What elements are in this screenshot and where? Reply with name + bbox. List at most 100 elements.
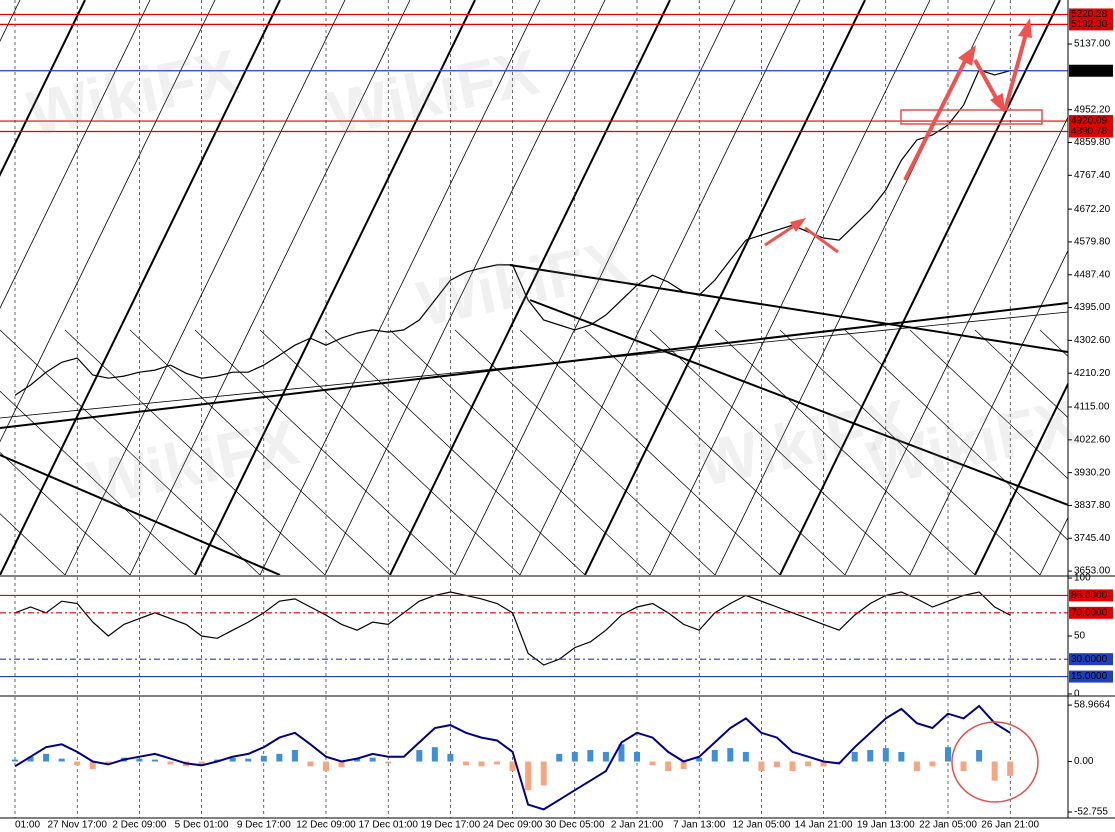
- histogram-bar: [898, 751, 905, 762]
- histogram-bar: [727, 748, 734, 762]
- trend-line: [0, 329, 261, 575]
- level-label-box: [1069, 115, 1113, 128]
- histogram-bar: [556, 753, 563, 762]
- histogram-bar: [431, 747, 438, 762]
- level-label-box: [1069, 670, 1113, 683]
- trend-line: [0, 513, 66, 575]
- trend-line: [519, 329, 781, 575]
- y-tick-label: 100: [1074, 573, 1091, 584]
- trend-line: [529, 299, 1068, 506]
- level-label-box: [1069, 8, 1113, 21]
- x-tick-label: 17 Dec 01:00: [358, 820, 418, 831]
- level-label: 5220.28: [1071, 9, 1108, 20]
- histogram-bar: [696, 757, 703, 762]
- y-tick-label: 5137.00: [1074, 39, 1111, 50]
- histogram-bar: [354, 758, 361, 762]
- y-tick-label: -52.755: [1074, 807, 1108, 818]
- histogram-bar: [89, 761, 96, 770]
- histogram-bar: [447, 753, 454, 762]
- trend-line: [0, 0, 281, 575]
- histogram-bar: [307, 761, 314, 767]
- histogram-bar: [198, 761, 205, 766]
- histogram-bar: [820, 761, 827, 767]
- y-tick-label: 50: [1074, 631, 1086, 642]
- histogram-bar: [587, 750, 594, 762]
- y-tick-label: 4210.20: [1074, 368, 1111, 379]
- x-tick-label: 30 Dec 05:00: [545, 820, 605, 831]
- y-tick-label: 4022.60: [1074, 434, 1111, 445]
- trend-line: [454, 329, 716, 575]
- histogram-bar: [525, 761, 532, 791]
- y-tick-label: 4859.80: [1074, 137, 1111, 148]
- level-label-box: [1069, 64, 1113, 77]
- y-tick-label: 0: [1074, 689, 1080, 700]
- trend-line: [0, 390, 196, 575]
- y-tick-label: 58.9664: [1074, 700, 1111, 711]
- trend-line: [509, 264, 1068, 353]
- histogram-bar: [43, 753, 50, 762]
- level-label: 5061.82: [1071, 65, 1108, 76]
- y-tick-label: 4672.20: [1074, 204, 1111, 215]
- trend-line: [0, 0, 151, 309]
- histogram-bar: [540, 761, 547, 786]
- level-label: 4920.09: [1071, 116, 1108, 127]
- x-tick-label: 24 Dec 09:00: [483, 820, 543, 831]
- x-tick-label: 26 Jan 21:00: [981, 820, 1039, 831]
- x-tick-label: 14 Jan 21:00: [795, 820, 853, 831]
- trend-line: [129, 329, 391, 575]
- histogram-bar: [136, 758, 143, 762]
- x-tick-label: 9 Dec 17:00: [237, 820, 291, 831]
- histogram-bar: [58, 758, 65, 762]
- x-tick-label: 27 Nov 17:00: [47, 820, 107, 831]
- histogram-bar: [27, 756, 34, 762]
- histogram-bar: [602, 751, 609, 762]
- level-label-box: [1069, 589, 1113, 602]
- histogram-bar: [416, 750, 423, 762]
- y-tick-label: 3930.20: [1074, 467, 1111, 478]
- x-tick-label: 2 Dec 09:00: [112, 820, 166, 831]
- x-tick-label: 7 Jan 13:00: [673, 820, 726, 831]
- trend-line: [324, 0, 606, 575]
- trend-line: [0, 454, 281, 575]
- level-label: 15.0000: [1071, 671, 1108, 682]
- trend-line: [129, 0, 411, 575]
- histogram-bar: [291, 750, 298, 762]
- zone-box: [900, 109, 1043, 125]
- trend-line: [259, 329, 521, 575]
- trend-line: [0, 452, 131, 575]
- histogram-bar: [494, 761, 501, 765]
- x-tick-label: 12 Dec 09:00: [296, 820, 356, 831]
- histogram-bar: [945, 747, 951, 762]
- histogram-bar: [960, 761, 967, 772]
- trend-line: [974, 381, 1068, 575]
- y-tick-label: 4487.40: [1074, 269, 1111, 280]
- histogram-bar: [276, 753, 283, 762]
- trend-line: [389, 0, 671, 575]
- trend-line: [844, 329, 1068, 541]
- level-label-box: [1069, 125, 1113, 138]
- level-label: 70.0000: [1071, 607, 1108, 618]
- histogram-bar: [151, 759, 158, 762]
- panel: [14, 0, 1011, 575]
- x-tick-label: 2 Jan 21:00: [611, 820, 664, 831]
- histogram-bar: [882, 748, 889, 762]
- x-tick-label: 01:00: [15, 820, 40, 831]
- trend-line: [649, 0, 931, 575]
- histogram-bar: [618, 744, 625, 762]
- series-line: [14, 704, 1011, 811]
- trend-line: [844, 116, 1068, 575]
- x-tick-label: 22 Jan 05:00: [919, 820, 977, 831]
- trend-line: [389, 329, 651, 575]
- histogram-bar: [462, 761, 469, 766]
- y-tick-label: 4395.00: [1074, 302, 1111, 313]
- y-tick-label: 4767.40: [1074, 170, 1111, 181]
- histogram-bar: [338, 761, 345, 768]
- trend-line: [584, 329, 846, 575]
- trend-line: [194, 329, 456, 575]
- y-tick-label: 3745.40: [1074, 533, 1111, 544]
- trend-line: [0, 0, 216, 443]
- trend-line: [454, 0, 736, 575]
- highlight-circle: [951, 721, 1039, 803]
